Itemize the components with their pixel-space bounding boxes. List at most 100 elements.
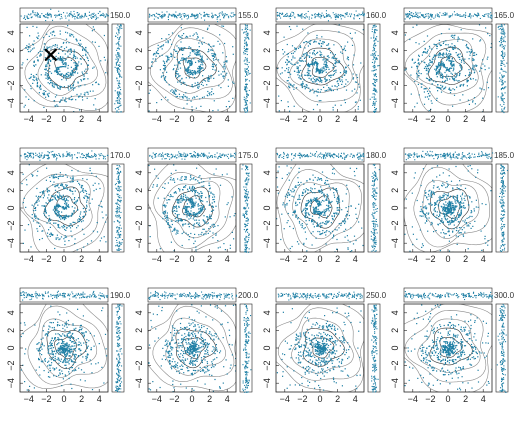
right-projection-point bbox=[372, 53, 374, 55]
particle-point bbox=[183, 58, 185, 61]
top-projection-point bbox=[26, 16, 28, 18]
top-projection-point bbox=[211, 155, 213, 157]
particle-point bbox=[438, 39, 440, 41]
particle-point bbox=[190, 203, 192, 205]
top-projection-point bbox=[216, 152, 218, 154]
right-projection-point bbox=[120, 197, 122, 199]
top-projection-point bbox=[74, 18, 76, 20]
particle-point bbox=[33, 205, 35, 207]
particle-point bbox=[45, 211, 47, 213]
particle-point bbox=[47, 235, 49, 237]
right-projection-point bbox=[498, 28, 500, 30]
top-projection-point bbox=[151, 15, 153, 17]
particle-point bbox=[190, 64, 192, 66]
particle-point bbox=[426, 69, 428, 71]
particle-point bbox=[335, 71, 337, 73]
right-projection-point bbox=[502, 33, 504, 35]
particle-point bbox=[203, 234, 205, 236]
particle-point bbox=[199, 205, 201, 207]
particle-point bbox=[65, 198, 67, 200]
particle-point bbox=[308, 74, 310, 76]
particle-point bbox=[59, 57, 61, 59]
top-projection-point bbox=[217, 21, 219, 23]
particle-point bbox=[71, 206, 73, 208]
particle-point bbox=[162, 186, 164, 188]
particle-point bbox=[188, 197, 190, 199]
right-projection-point bbox=[120, 93, 122, 95]
right-projection-point bbox=[373, 36, 375, 38]
top-projection-point bbox=[58, 155, 60, 157]
right-projection-point bbox=[373, 110, 375, 112]
particle-point bbox=[66, 206, 68, 208]
particle-point bbox=[339, 78, 341, 80]
particle-point bbox=[39, 225, 41, 227]
top-projection-point bbox=[76, 16, 78, 18]
right-projection-point bbox=[117, 67, 119, 69]
particle-point bbox=[203, 60, 205, 62]
particle-point bbox=[42, 191, 44, 193]
particle-point bbox=[65, 229, 67, 231]
particle-point bbox=[202, 75, 204, 77]
particle-point bbox=[186, 68, 188, 70]
particle-point bbox=[171, 56, 173, 58]
top-projection-point bbox=[61, 17, 63, 19]
top-projection-point bbox=[39, 15, 41, 17]
top-projection-point bbox=[166, 153, 168, 155]
particle-point bbox=[45, 74, 47, 76]
right-projection-point bbox=[121, 27, 123, 29]
right-projection-point bbox=[119, 205, 121, 207]
particle-point bbox=[157, 197, 159, 199]
particle-point bbox=[91, 41, 94, 43]
particle-point bbox=[197, 60, 199, 62]
right-projection-point bbox=[502, 70, 504, 72]
particle-point bbox=[73, 201, 75, 204]
top-projection-point bbox=[355, 10, 357, 12]
top-projection-point bbox=[30, 154, 32, 156]
particle-point bbox=[213, 198, 215, 201]
particle-point bbox=[449, 60, 451, 62]
particle-point bbox=[183, 186, 185, 188]
particle-point bbox=[48, 194, 50, 196]
particle-point bbox=[428, 79, 430, 81]
particle-point bbox=[307, 45, 309, 47]
top-projection-point bbox=[170, 14, 172, 16]
right-projection-point bbox=[373, 32, 375, 34]
right-projection-point bbox=[374, 32, 376, 34]
particle-point bbox=[479, 87, 481, 89]
particle-point bbox=[33, 61, 35, 63]
particle-point bbox=[163, 197, 165, 199]
right-projection-point bbox=[247, 71, 249, 73]
particle-point bbox=[301, 84, 303, 87]
particle-point bbox=[55, 209, 57, 211]
particle-point bbox=[164, 215, 166, 217]
right-projection-point bbox=[375, 108, 377, 110]
right-projection-point bbox=[117, 199, 119, 201]
top-projection-point bbox=[489, 16, 491, 18]
particle-point bbox=[442, 88, 445, 90]
right-projection-point bbox=[117, 111, 119, 113]
right-projection-point bbox=[372, 70, 374, 72]
particle-point bbox=[37, 218, 40, 220]
right-projection-point bbox=[118, 175, 120, 177]
particle-point bbox=[208, 78, 210, 80]
top-projection-point bbox=[305, 15, 307, 17]
particle-point bbox=[345, 66, 347, 69]
particle-point bbox=[202, 228, 204, 230]
right-projection-point bbox=[372, 65, 374, 67]
right-projection-point bbox=[502, 57, 504, 59]
top-projection-point bbox=[196, 13, 198, 15]
right-projection-point bbox=[247, 94, 249, 96]
particle-point bbox=[448, 70, 450, 72]
particle-point bbox=[78, 182, 80, 184]
particle-point bbox=[181, 58, 183, 60]
particle-point bbox=[196, 84, 198, 86]
top-projection-point bbox=[92, 13, 94, 15]
right-projection-point bbox=[115, 245, 117, 247]
particle-point bbox=[191, 84, 193, 86]
particle-point bbox=[88, 193, 90, 195]
particle-point bbox=[181, 219, 183, 221]
particle-point bbox=[24, 89, 26, 91]
particle-point bbox=[56, 208, 58, 210]
particle-point bbox=[83, 197, 85, 199]
right-projection-point bbox=[245, 33, 247, 35]
